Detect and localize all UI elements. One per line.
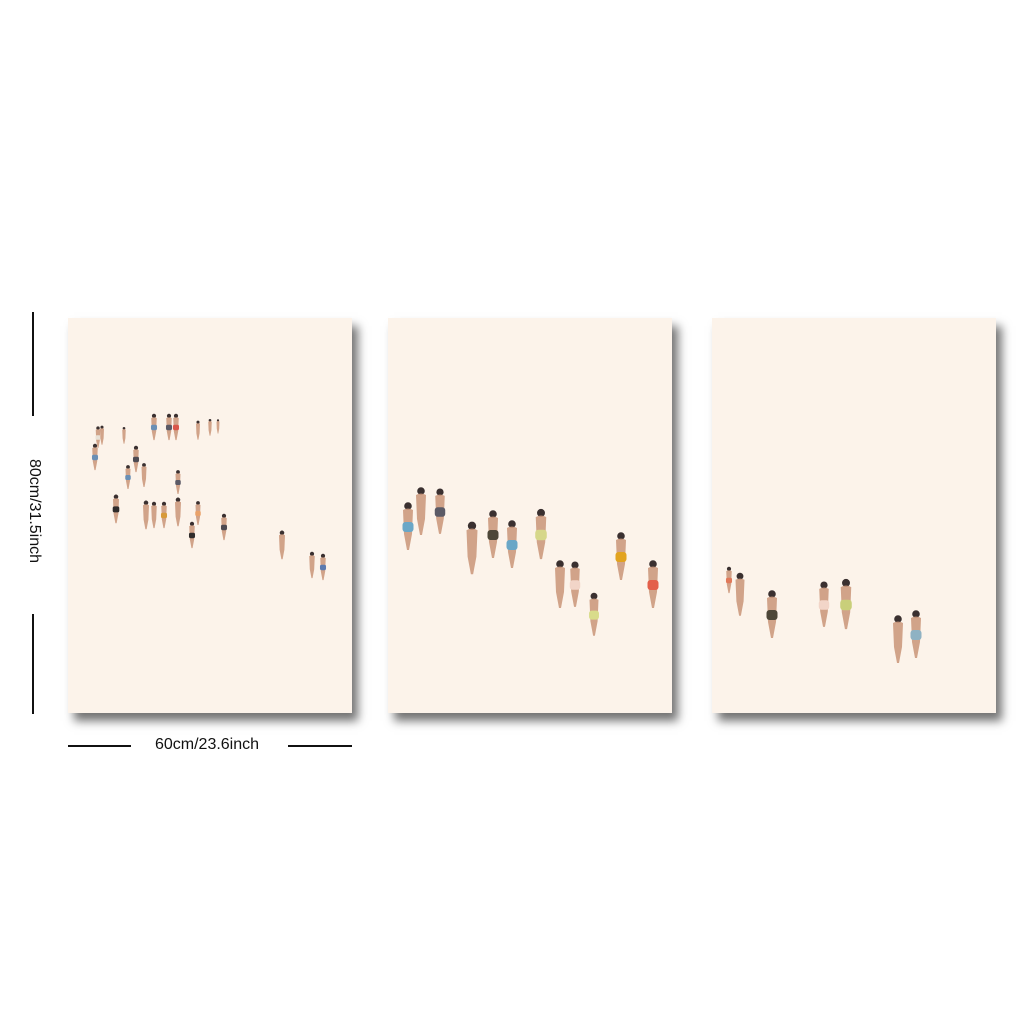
beach-figure bbox=[125, 465, 131, 489]
beach-figure bbox=[555, 560, 565, 608]
beach-figure bbox=[175, 497, 181, 527]
beach-figure bbox=[569, 561, 581, 607]
beach-figure bbox=[122, 426, 126, 444]
beach-figure bbox=[910, 610, 922, 658]
beach-figure bbox=[220, 513, 228, 541]
beach-figure bbox=[893, 615, 903, 663]
beach-figure bbox=[216, 419, 220, 434]
beach-figures-artwork-right bbox=[725, 566, 922, 663]
beach-figure bbox=[151, 501, 157, 529]
beach-figure bbox=[818, 581, 830, 627]
beach-figure bbox=[725, 566, 733, 594]
beach-figure bbox=[647, 560, 659, 608]
beach-figure bbox=[434, 488, 446, 534]
canvas-panel-left bbox=[68, 318, 352, 713]
beach-figure bbox=[735, 572, 745, 616]
beach-figure bbox=[95, 426, 101, 448]
beach-figure bbox=[172, 413, 180, 441]
beach-figure bbox=[466, 521, 478, 575]
beach-figure bbox=[91, 443, 99, 471]
width-dimension-line-left bbox=[68, 745, 131, 747]
beach-figure bbox=[506, 520, 518, 568]
beach-figure bbox=[196, 420, 200, 440]
canvas-panel-right bbox=[712, 318, 996, 713]
beach-figure bbox=[589, 592, 599, 636]
canvas-panel-middle bbox=[388, 318, 672, 713]
beach-figure bbox=[141, 463, 147, 487]
beach-figure bbox=[112, 494, 120, 524]
beach-figure bbox=[840, 578, 852, 630]
beach-figure bbox=[100, 425, 104, 445]
beach-figure bbox=[175, 470, 181, 494]
beach-figure bbox=[766, 590, 778, 638]
beach-figures-artwork-middle bbox=[402, 487, 659, 636]
beach-figure bbox=[487, 510, 499, 558]
beach-figure bbox=[309, 551, 315, 579]
beach-figure bbox=[535, 508, 547, 560]
height-dimension-line-top bbox=[32, 312, 34, 416]
beach-figure bbox=[615, 532, 627, 580]
width-dimension-line-right bbox=[288, 745, 352, 747]
beach-figure bbox=[416, 487, 426, 535]
beach-figure bbox=[132, 445, 140, 473]
beach-figure bbox=[143, 500, 149, 530]
beach-figure bbox=[160, 501, 168, 529]
beach-figure bbox=[188, 521, 196, 549]
beach-figure bbox=[402, 502, 414, 550]
beach-figure bbox=[208, 418, 212, 436]
beach-figure bbox=[150, 413, 158, 441]
height-dimension-line-bottom bbox=[32, 614, 34, 714]
beach-figures-artwork-left bbox=[91, 413, 327, 581]
height-dimension-label: 80cm/31.5inch bbox=[26, 458, 43, 564]
beach-figure bbox=[195, 501, 201, 525]
width-dimension-label: 60cm/23.6inch bbox=[154, 736, 260, 753]
beach-figure bbox=[165, 413, 173, 441]
beach-figure bbox=[279, 530, 285, 560]
beach-figure bbox=[319, 553, 327, 581]
